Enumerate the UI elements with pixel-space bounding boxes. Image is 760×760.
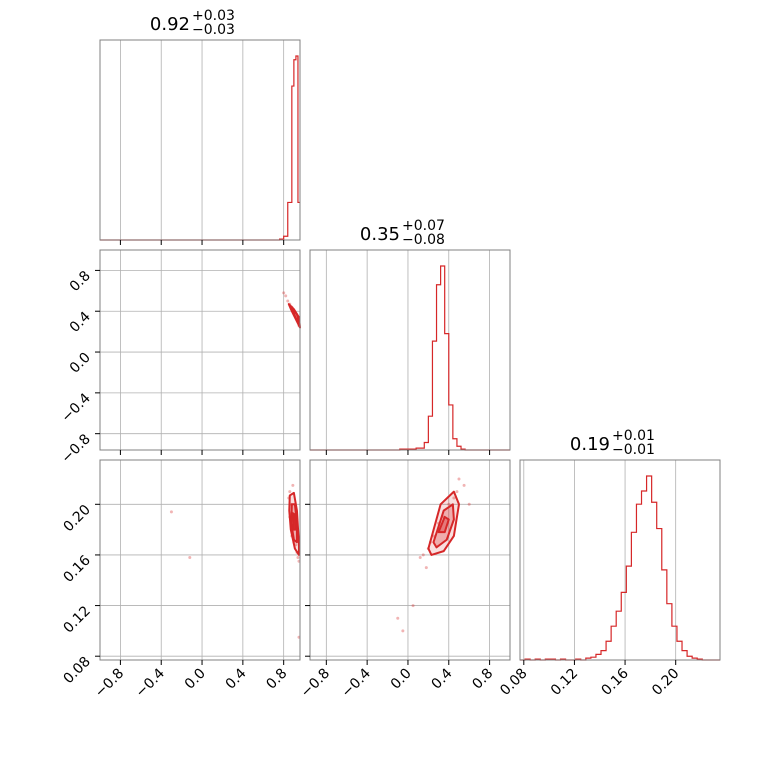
x-tick-label: 0.0 (182, 666, 209, 693)
y-tick-label: 0.12 (60, 603, 93, 636)
scatter-point (452, 496, 456, 500)
x-tick-label: 0.8 (263, 666, 290, 693)
x-tick-label: 0.16 (599, 665, 632, 698)
y-tick-label: 0.20 (60, 502, 93, 535)
param-title-minus: −0.08 (402, 232, 445, 248)
x-tick-label: 0.4 (223, 665, 250, 692)
scatter-point (447, 502, 451, 506)
scatter-point (288, 490, 292, 494)
histogram-step-line (520, 475, 720, 661)
scatter-panel-0-1: −0.8 −0.4 0.0 0.4 0.8 (58, 249, 301, 467)
scatter-point (188, 555, 192, 559)
param-title-plus: +0.07 (402, 218, 445, 234)
scatter-point (291, 483, 295, 487)
histogram-panel-1: 0.35 +0.07−0.08 (309, 218, 511, 455)
x-tick-label: 0.4 (429, 665, 456, 692)
histogram-panel-2: 0.08 0.12 0.16 0.20 0.19 +0.01−0.01 (497, 428, 721, 699)
density-contour (427, 490, 460, 556)
x-tick-label: −0.8 (298, 666, 333, 701)
y-tick-label: −0.8 (58, 431, 93, 466)
scatter-point (296, 555, 300, 559)
y-tick-label: 0.8 (67, 268, 94, 295)
scatter-point (424, 566, 428, 570)
scatter-point (467, 502, 471, 506)
x-tick-label: 0.0 (388, 666, 415, 693)
x-tick-label: −0.8 (92, 666, 127, 701)
param-title-plus: +0.01 (612, 428, 655, 444)
panel-frame (99, 459, 301, 661)
x-tick-label: 0.08 (497, 666, 530, 699)
scatter-panel-0-2: −0.8 −0.4 0.0 0.4 0.8 0.08 0.12 0.16 0.20 (60, 459, 301, 701)
param-title: 0.92 (150, 14, 190, 35)
panel-frame (309, 249, 511, 451)
scatter-point (462, 483, 466, 487)
y-tick-label: 0.0 (67, 350, 94, 377)
x-tick-label: 0.20 (649, 666, 682, 699)
density-contour (291, 512, 297, 531)
scatter-point (284, 294, 288, 298)
scatter-panel-1-2: −0.8 −0.4 0.0 0.4 0.8 (298, 459, 511, 701)
scatter-point (286, 299, 290, 303)
scatter-point (418, 555, 422, 559)
panel-frame (309, 459, 511, 661)
x-tick-label: 0.8 (469, 666, 496, 693)
y-tick-label: 0.08 (60, 654, 93, 687)
scatter-point (421, 553, 425, 557)
scatter-point (396, 616, 400, 620)
x-tick-label: −0.4 (133, 665, 168, 700)
y-tick-label: 0.4 (67, 309, 94, 336)
panel-frame (519, 459, 721, 661)
panel-frame (99, 249, 301, 451)
param-title-minus: −0.01 (612, 442, 655, 458)
param-title: 0.19 (570, 434, 610, 455)
density-contour (432, 503, 455, 549)
histogram-panel-0: 0.92 +0.03−0.03 (99, 8, 301, 245)
x-tick-label: −0.4 (339, 665, 374, 700)
param-title-minus: −0.03 (192, 22, 235, 38)
density-contour (437, 515, 450, 534)
x-tick-label: 0.12 (548, 666, 581, 699)
y-tick-label: −0.4 (58, 390, 93, 425)
histogram-step-line (310, 265, 510, 451)
param-title-plus: +0.03 (192, 8, 235, 24)
scatter-point (455, 490, 459, 494)
scatter-point (457, 477, 461, 481)
panel-frame (99, 39, 301, 241)
scatter-point (401, 629, 405, 633)
density-contour (290, 308, 300, 323)
scatter-point (169, 510, 173, 514)
scatter-point (282, 291, 286, 295)
histogram-step-line (100, 55, 300, 241)
param-title: 0.35 (360, 224, 400, 245)
scatter-point (411, 604, 415, 608)
y-tick-label: 0.16 (60, 552, 93, 585)
